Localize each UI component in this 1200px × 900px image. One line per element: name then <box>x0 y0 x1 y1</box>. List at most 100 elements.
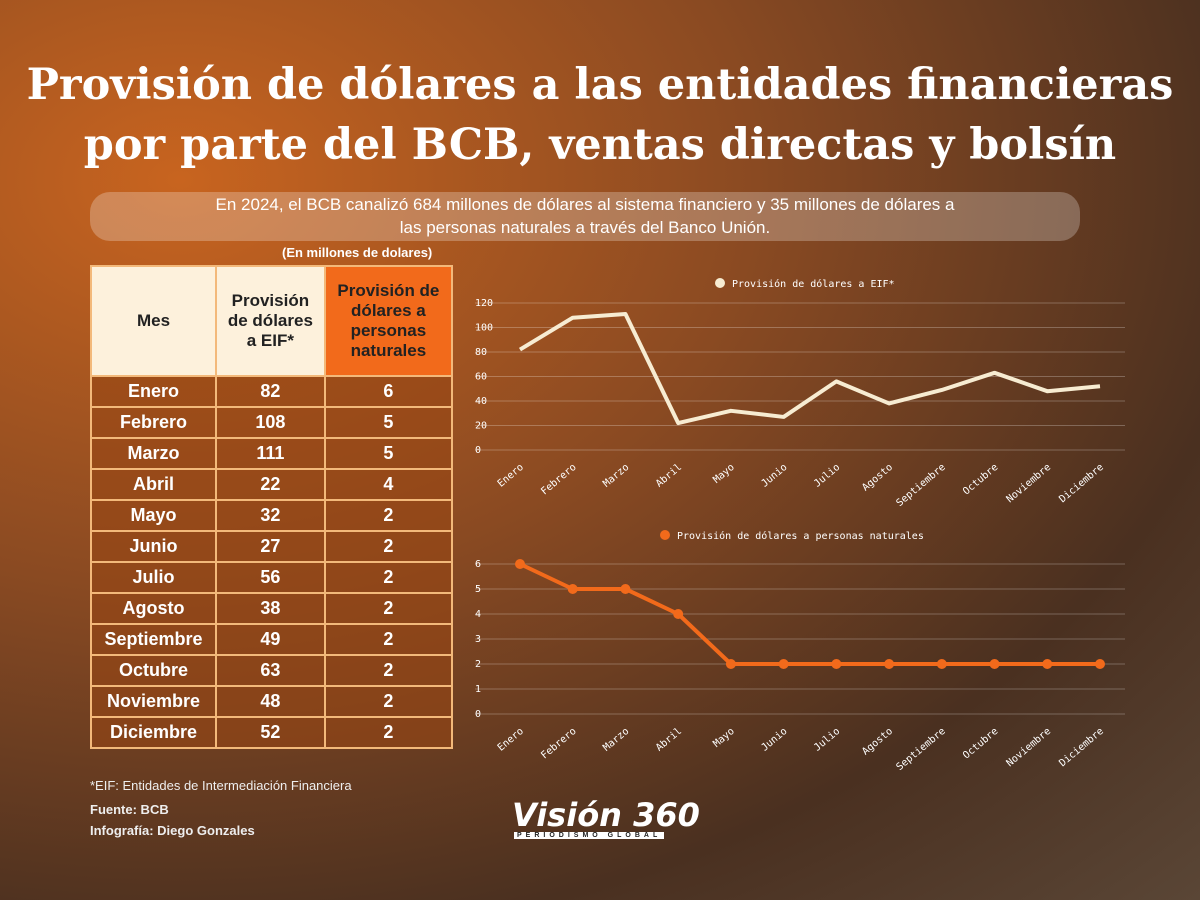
logo-tagline: PERIODISMO GLOBAL <box>514 832 665 839</box>
point <box>1095 659 1105 669</box>
x-tick-label: Marzo <box>601 462 631 490</box>
x-tick-label: Agosto <box>860 462 895 494</box>
table-cell: 2 <box>323 654 454 687</box>
x-tick-label: Enero <box>496 462 526 490</box>
table-row: Mayo 32 2 <box>90 499 454 532</box>
point <box>725 659 736 669</box>
x-tick-label: Noviembre <box>1005 726 1054 769</box>
table-header: Provisión de dólares a EIF* <box>215 265 326 377</box>
y-tick-label: 0 <box>475 445 481 456</box>
y-tick-label: 1 <box>475 684 481 695</box>
x-tick-label: Abril <box>654 462 684 490</box>
x-tick-label: Abril <box>654 726 684 754</box>
table-cell: Abril <box>90 468 217 501</box>
x-tick-label: Octubre <box>961 726 1000 762</box>
point <box>989 659 1000 669</box>
table-cell: 4 <box>323 468 454 501</box>
x-tick-label: Octubre <box>961 462 1000 498</box>
legend-label: Provisión de dólares a EIF* <box>732 278 895 290</box>
table-cell: 2 <box>323 561 454 594</box>
x-tick-label: Marzo <box>601 726 631 754</box>
y-tick-label: 60 <box>475 372 487 383</box>
legend-marker <box>660 530 670 540</box>
footnote: *EIF: Entidades de Intermediación Financ… <box>90 778 352 793</box>
table-cell: 108 <box>215 406 326 439</box>
table-cell: 2 <box>323 592 454 625</box>
y-tick-label: 2 <box>475 659 481 670</box>
table-cell: 2 <box>323 499 454 532</box>
legend-marker <box>715 278 725 288</box>
point <box>778 659 789 669</box>
units-note: (En millones de dolares) <box>282 245 433 260</box>
point <box>831 659 842 669</box>
x-tick-label: Junio <box>759 462 789 490</box>
table-row: Julio 56 2 <box>90 561 454 594</box>
y-tick-label: 6 <box>475 559 481 570</box>
x-tick-label: Diciembre <box>1057 462 1106 505</box>
x-tick-label: Diciembre <box>1057 726 1106 769</box>
point <box>673 609 684 619</box>
table-cell: Diciembre <box>90 716 217 749</box>
x-tick-label: Noviembre <box>1005 462 1054 505</box>
table-row: Septiembre 49 2 <box>90 623 454 656</box>
table-cell: Febrero <box>90 406 217 439</box>
y-tick-label: 40 <box>475 396 487 407</box>
x-tick-label: Febrero <box>539 726 578 762</box>
source: Fuente: BCB <box>90 802 169 817</box>
subtitle-box <box>90 192 1080 241</box>
point <box>884 659 895 669</box>
table-cell: 82 <box>215 375 326 408</box>
table-row: Febrero 108 5 <box>90 406 454 439</box>
title: por parte del BCB, ventas directas y bol… <box>83 120 1117 170</box>
x-tick-label: Julio <box>812 462 842 490</box>
x-tick-label: Septiembre <box>895 726 948 773</box>
table-header: Provisión de dólares a personas naturale… <box>323 265 454 377</box>
table-cell: 2 <box>323 623 454 656</box>
table-row: Octubre 63 2 <box>90 654 454 687</box>
table-cell: Octubre <box>90 654 217 687</box>
x-tick-label: Febrero <box>539 462 578 498</box>
table-cell: Agosto <box>90 592 217 625</box>
table-row: Noviembre 48 2 <box>90 685 454 718</box>
table-cell: 63 <box>215 654 326 687</box>
point <box>620 584 631 594</box>
table-cell: Julio <box>90 561 217 594</box>
subtitle: las personas naturales a través del Banc… <box>399 218 771 237</box>
table-cell: 5 <box>323 437 454 470</box>
y-tick-label: 0 <box>475 709 481 720</box>
x-tick-label: Septiembre <box>895 462 948 509</box>
subtitle: En 2024, el BCB canalizó 684 millones de… <box>215 195 955 214</box>
table-row: Agosto 38 2 <box>90 592 454 625</box>
table-cell: Enero <box>90 375 217 408</box>
y-tick-label: 120 <box>475 298 493 309</box>
y-tick-label: 4 <box>475 609 481 620</box>
table-row: Enero 82 6 <box>90 375 454 408</box>
x-tick-label: Enero <box>496 726 526 754</box>
table-cell: 22 <box>215 468 326 501</box>
point <box>515 559 525 569</box>
table-cell: 2 <box>323 716 454 749</box>
table-row: Diciembre 52 2 <box>90 716 454 749</box>
table-cell: 52 <box>215 716 326 749</box>
table-cell: Marzo <box>90 437 217 470</box>
table-cell: 56 <box>215 561 326 594</box>
table-cell: Junio <box>90 530 217 563</box>
table-cell: Septiembre <box>90 623 217 656</box>
table-row: Abril 22 4 <box>90 468 454 501</box>
y-tick-label: 5 <box>475 584 481 595</box>
point <box>567 584 578 594</box>
x-tick-label: Mayo <box>711 726 737 750</box>
y-tick-label: 80 <box>475 347 487 358</box>
table-row: Junio 27 2 <box>90 530 454 563</box>
table-cell: 2 <box>323 530 454 563</box>
logo: Visión 360 <box>512 796 700 834</box>
table-cell: 2 <box>323 685 454 718</box>
table-cell: 38 <box>215 592 326 625</box>
data-table: Mes Provisión de dólares a EIF* Provisió… <box>90 265 454 749</box>
table-cell: 49 <box>215 623 326 656</box>
table-cell: 32 <box>215 499 326 532</box>
x-tick-label: Agosto <box>860 726 895 758</box>
table-cell: 5 <box>323 406 454 439</box>
